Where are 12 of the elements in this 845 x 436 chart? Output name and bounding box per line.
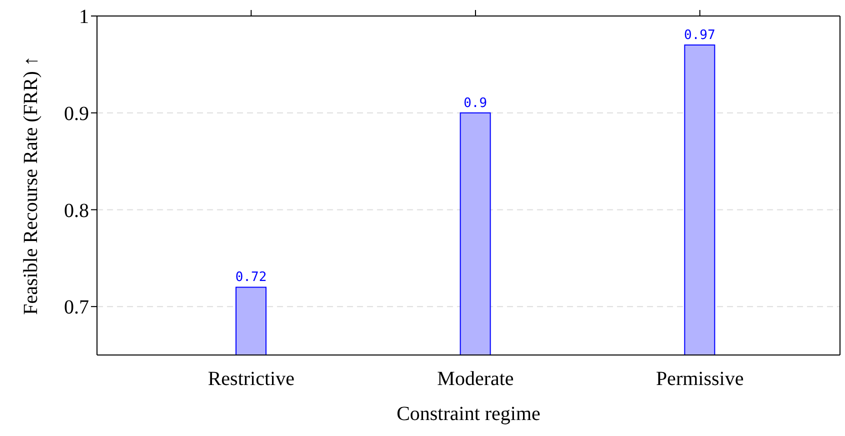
data-label: 0.9 [464,96,488,111]
data-label: 0.97 [684,28,716,44]
y-axis-title: Feasible Recourse Rate (FRR) ↑ [20,56,42,315]
data-label: 0.72 [235,270,267,286]
y-tick-label: 0.8 [64,200,89,222]
y-tick-label: 0.7 [64,296,89,319]
x-tick-label: Permissive [656,368,744,390]
x-axis-title: Constraint regime [396,403,541,425]
x-tick-label: Restrictive [208,368,295,390]
y-tick-label: 1 [79,6,89,28]
x-tick-label: Moderate [437,368,514,390]
y-tick-label: 0.9 [64,102,89,125]
